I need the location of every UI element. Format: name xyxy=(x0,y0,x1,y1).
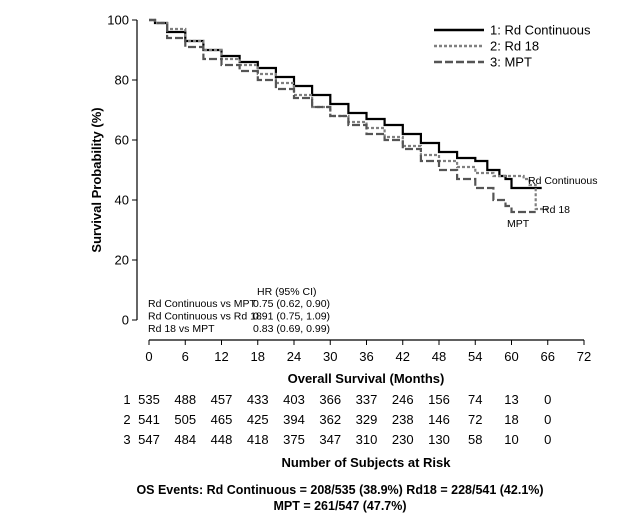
hr-row-value: 0.91 (0.75, 1.09) xyxy=(253,311,330,323)
at-risk-count: 488 xyxy=(174,392,196,407)
x-tick-label: 0 xyxy=(145,349,152,364)
at-risk-count: 156 xyxy=(428,392,450,407)
hr-table-header: HR (95% CI) xyxy=(257,286,317,298)
at-risk-row-label: 1 xyxy=(123,392,130,407)
at-risk-count: 10 xyxy=(504,432,518,447)
hr-row-value: 0.83 (0.69, 0.99) xyxy=(253,323,330,335)
at-risk-count: 433 xyxy=(247,392,269,407)
x-tick-label: 48 xyxy=(432,349,446,364)
end-label-s2: Rd 18 xyxy=(542,204,570,216)
at-risk-count: 0 xyxy=(544,412,551,427)
curve-s1 xyxy=(149,18,542,190)
survival-curves xyxy=(149,18,548,214)
at-risk-count: 457 xyxy=(211,392,233,407)
at-risk-count: 366 xyxy=(319,392,341,407)
legend-label-s1: 1: Rd Continuous xyxy=(490,23,591,38)
curve-s2 xyxy=(149,18,548,211)
hr-row-label: Rd Continuous vs MPT xyxy=(148,298,257,310)
x-tick-label: 54 xyxy=(468,349,482,364)
at-risk-count: 375 xyxy=(283,432,305,447)
y-axis-label: Survival Probability (%) xyxy=(89,107,104,252)
at-risk-count: 58 xyxy=(468,432,482,447)
hr-row-label: Rd 18 vs MPT xyxy=(148,323,215,335)
x-tick-label: 66 xyxy=(541,349,555,364)
x-tick-label: 72 xyxy=(577,349,591,364)
axes: 0 20 40 60 80 100 0 6 12 18 24 30 36 42 48 54 60 66 72 xyxy=(107,13,591,365)
legend-label-s3: 3: MPT xyxy=(490,55,532,70)
at-risk-count: 403 xyxy=(283,392,305,407)
at-risk-count: 347 xyxy=(319,432,341,447)
x-tick-label: 36 xyxy=(359,349,373,364)
at-risk-count: 425 xyxy=(247,412,269,427)
x-tick-label: 18 xyxy=(251,349,265,364)
at-risk-row-label: 2 xyxy=(123,412,130,427)
footer-line-1: OS Events: Rd Continuous = 208/535 (38.9… xyxy=(136,483,543,497)
at-risk-count: 394 xyxy=(283,412,305,427)
y-tick-label: 100 xyxy=(107,13,129,28)
y-tick-label: 40 xyxy=(115,193,129,208)
at-risk-count: 0 xyxy=(544,392,551,407)
at-risk-count: 230 xyxy=(392,432,414,447)
curve-end-labels: Rd Continuous Rd 18 MPT xyxy=(507,175,597,230)
at-risk-count: 18 xyxy=(504,412,518,427)
at-risk-count: 238 xyxy=(392,412,414,427)
x-axis-label: Overall Survival (Months) xyxy=(288,371,445,386)
y-tick-label: 60 xyxy=(115,133,129,148)
y-tick-label: 20 xyxy=(115,253,129,268)
at-risk-count: 337 xyxy=(356,392,378,407)
at-risk-count: 505 xyxy=(174,412,196,427)
at-risk-count: 146 xyxy=(428,412,450,427)
at-risk-count: 541 xyxy=(138,412,160,427)
hr-row-value: 0.75 (0.62, 0.90) xyxy=(253,298,330,310)
at-risk-count: 72 xyxy=(468,412,482,427)
at-risk-count: 448 xyxy=(211,432,233,447)
end-label-s1: Rd Continuous xyxy=(528,175,597,187)
x-tick-label: 42 xyxy=(396,349,410,364)
at-risk-count: 0 xyxy=(544,432,551,447)
at-risk-title: Number of Subjects at Risk xyxy=(281,455,451,470)
x-tick-label: 6 xyxy=(182,349,189,364)
hr-row-label: Rd Continuous vs Rd 18 xyxy=(148,311,262,323)
x-tick-label: 60 xyxy=(504,349,518,364)
at-risk-count: 547 xyxy=(138,432,160,447)
legend-label-s2: 2: Rd 18 xyxy=(490,39,539,54)
x-tick-label: 30 xyxy=(323,349,337,364)
at-risk-count: 484 xyxy=(174,432,196,447)
at-risk-count: 535 xyxy=(138,392,160,407)
at-risk-count: 362 xyxy=(319,412,341,427)
at-risk-row-label: 3 xyxy=(123,432,130,447)
at-risk-count: 246 xyxy=(392,392,414,407)
at-risk-count: 130 xyxy=(428,432,450,447)
at-risk-count: 74 xyxy=(468,392,482,407)
y-tick-label: 0 xyxy=(122,313,129,328)
at-risk-count: 465 xyxy=(211,412,233,427)
x-tick-label: 12 xyxy=(214,349,228,364)
at-risk-count: 329 xyxy=(356,412,378,427)
at-risk-count: 13 xyxy=(504,392,518,407)
at-risk-count: 310 xyxy=(356,432,378,447)
x-tick-label: 24 xyxy=(287,349,301,364)
curve-s3 xyxy=(149,18,536,214)
at-risk-table: 1 535 488 457 433 403 366 337 246 156 74 13 02 541 505… xyxy=(123,392,551,447)
at-risk-count: 418 xyxy=(247,432,269,447)
footer-line-2: MPT = 261/547 (47.7%) xyxy=(273,499,406,513)
end-label-s3: MPT xyxy=(507,218,530,230)
y-tick-label: 80 xyxy=(115,73,129,88)
